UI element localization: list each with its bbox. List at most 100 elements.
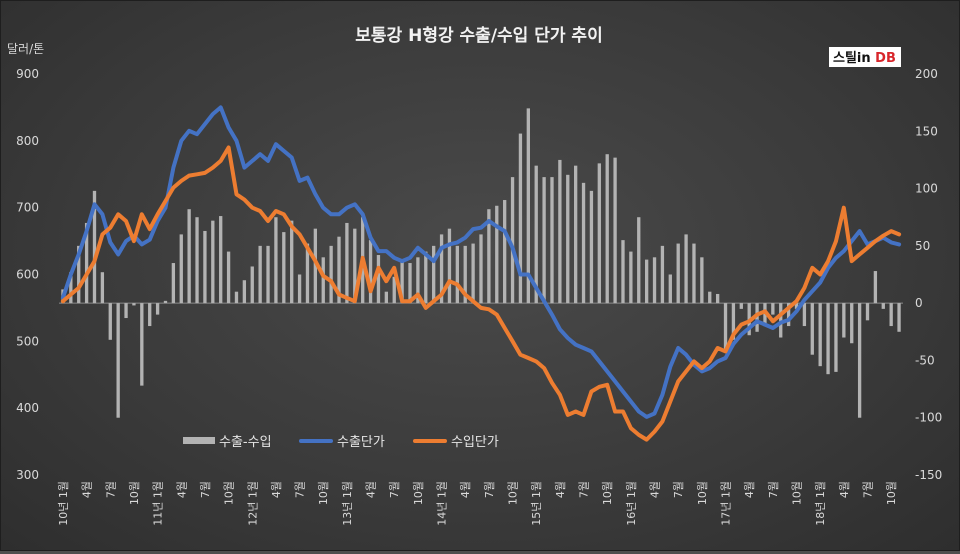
x-tick-label: 4월: [81, 481, 94, 498]
bar: [755, 303, 759, 332]
bar: [305, 243, 310, 304]
bar: [786, 303, 791, 327]
bar: [77, 245, 81, 304]
right-tick-label: 200: [915, 67, 938, 81]
bar: [510, 177, 515, 304]
left-tick-label: 300: [16, 468, 39, 482]
x-tick-label: 7월: [199, 481, 212, 498]
bar: [345, 222, 349, 304]
x-tick-label: 13년 1월: [341, 481, 354, 526]
x-tick-label: 14년 1월: [436, 481, 449, 526]
import-price-line: [60, 145, 902, 442]
bar: [297, 274, 302, 304]
bar: [534, 165, 538, 304]
x-tick-label: 4월: [649, 481, 662, 498]
bar: [116, 303, 120, 418]
bar: [439, 234, 444, 304]
x-tick-label: 7월: [483, 481, 496, 498]
legend: 수출-수입 수출단가 수입단가: [183, 435, 499, 450]
bar: [124, 303, 128, 319]
bar: [652, 257, 657, 304]
x-tick-label: 11년 1월: [152, 481, 165, 526]
x-tick-label: 10월: [696, 481, 709, 505]
bar: [597, 163, 601, 304]
bar: [234, 291, 239, 304]
bar: [621, 240, 625, 304]
left-tick-label: 900: [16, 67, 39, 81]
bar: [211, 220, 215, 304]
bar: [715, 293, 720, 304]
bar: [826, 303, 830, 375]
bar: [692, 243, 696, 304]
bar: [479, 234, 483, 304]
left-axis-ticks: 300 400 500 600 700 800 900: [16, 67, 39, 482]
bar: [329, 245, 333, 304]
bar: [589, 190, 594, 304]
bar: [550, 177, 554, 304]
right-tick-label: 100: [915, 182, 938, 196]
right-tick-label: -150: [915, 468, 942, 482]
bar: [187, 209, 191, 304]
bar: [763, 303, 767, 327]
bar: [802, 303, 807, 327]
right-tick-label: 150: [915, 124, 938, 138]
x-tick-label: 10월: [317, 481, 330, 505]
x-tick-label: 7월: [578, 481, 591, 498]
bar: [274, 217, 278, 304]
bar: [723, 303, 728, 349]
x-tick-label: 15년 1월: [530, 481, 543, 526]
bar: [629, 251, 633, 304]
x-tick-label: 12년 1월: [246, 481, 259, 526]
bar: [810, 303, 814, 355]
x-tick-label: 4월: [743, 481, 756, 498]
bar: [873, 271, 878, 304]
logo-box: [829, 47, 901, 67]
bar: [266, 245, 270, 304]
bar: [92, 190, 97, 304]
bar: [313, 228, 318, 304]
bar: [526, 108, 530, 304]
bar: [69, 272, 73, 304]
x-tick-label: 10월: [412, 481, 425, 505]
x-tick-label: 10월: [223, 481, 236, 505]
bar-series: [61, 108, 901, 418]
bar: [195, 217, 199, 304]
left-tick-label: 600: [16, 268, 39, 282]
bar: [676, 243, 680, 304]
legend-swatch: [183, 437, 215, 444]
bar: [471, 243, 475, 304]
bar: [108, 303, 112, 340]
bar: [518, 133, 523, 304]
bar: [290, 220, 294, 304]
bar: [684, 234, 688, 304]
bar: [203, 230, 207, 304]
left-axis-unit: 달러/톤: [7, 42, 44, 56]
chart-title: 보통강 H형강 수출/수입 단가 추이: [355, 25, 602, 46]
left-tick-label: 500: [16, 334, 39, 348]
bar: [392, 276, 396, 304]
bar: [179, 234, 183, 304]
bar: [432, 245, 436, 304]
bar: [605, 154, 609, 304]
bar: [739, 303, 743, 309]
right-tick-label: -100: [915, 411, 942, 425]
x-tick-label: 4월: [270, 481, 283, 498]
bar: [581, 182, 586, 304]
bar: [637, 217, 641, 304]
x-axis-ticks: 10년 1월 4월 7월 10월 11년 1월 4월 7월 10월 12년 1월 4월 7월 10월 1…: [57, 481, 898, 526]
right-tick-label: 0: [915, 296, 923, 310]
bar: [771, 303, 775, 315]
bar: [897, 303, 901, 332]
x-tick-label: 18년 1월: [814, 481, 827, 526]
bar: [163, 300, 168, 304]
bar: [416, 257, 420, 304]
bar: [573, 165, 578, 304]
bar: [400, 259, 404, 304]
bar: [376, 255, 381, 304]
x-tick-label: 10년 1월: [57, 481, 70, 526]
bar: [455, 245, 459, 304]
left-tick-label: 700: [16, 201, 39, 215]
bar: [353, 228, 357, 304]
legend-label: 수출-수입: [219, 435, 272, 450]
x-tick-label: 10월: [885, 481, 898, 505]
